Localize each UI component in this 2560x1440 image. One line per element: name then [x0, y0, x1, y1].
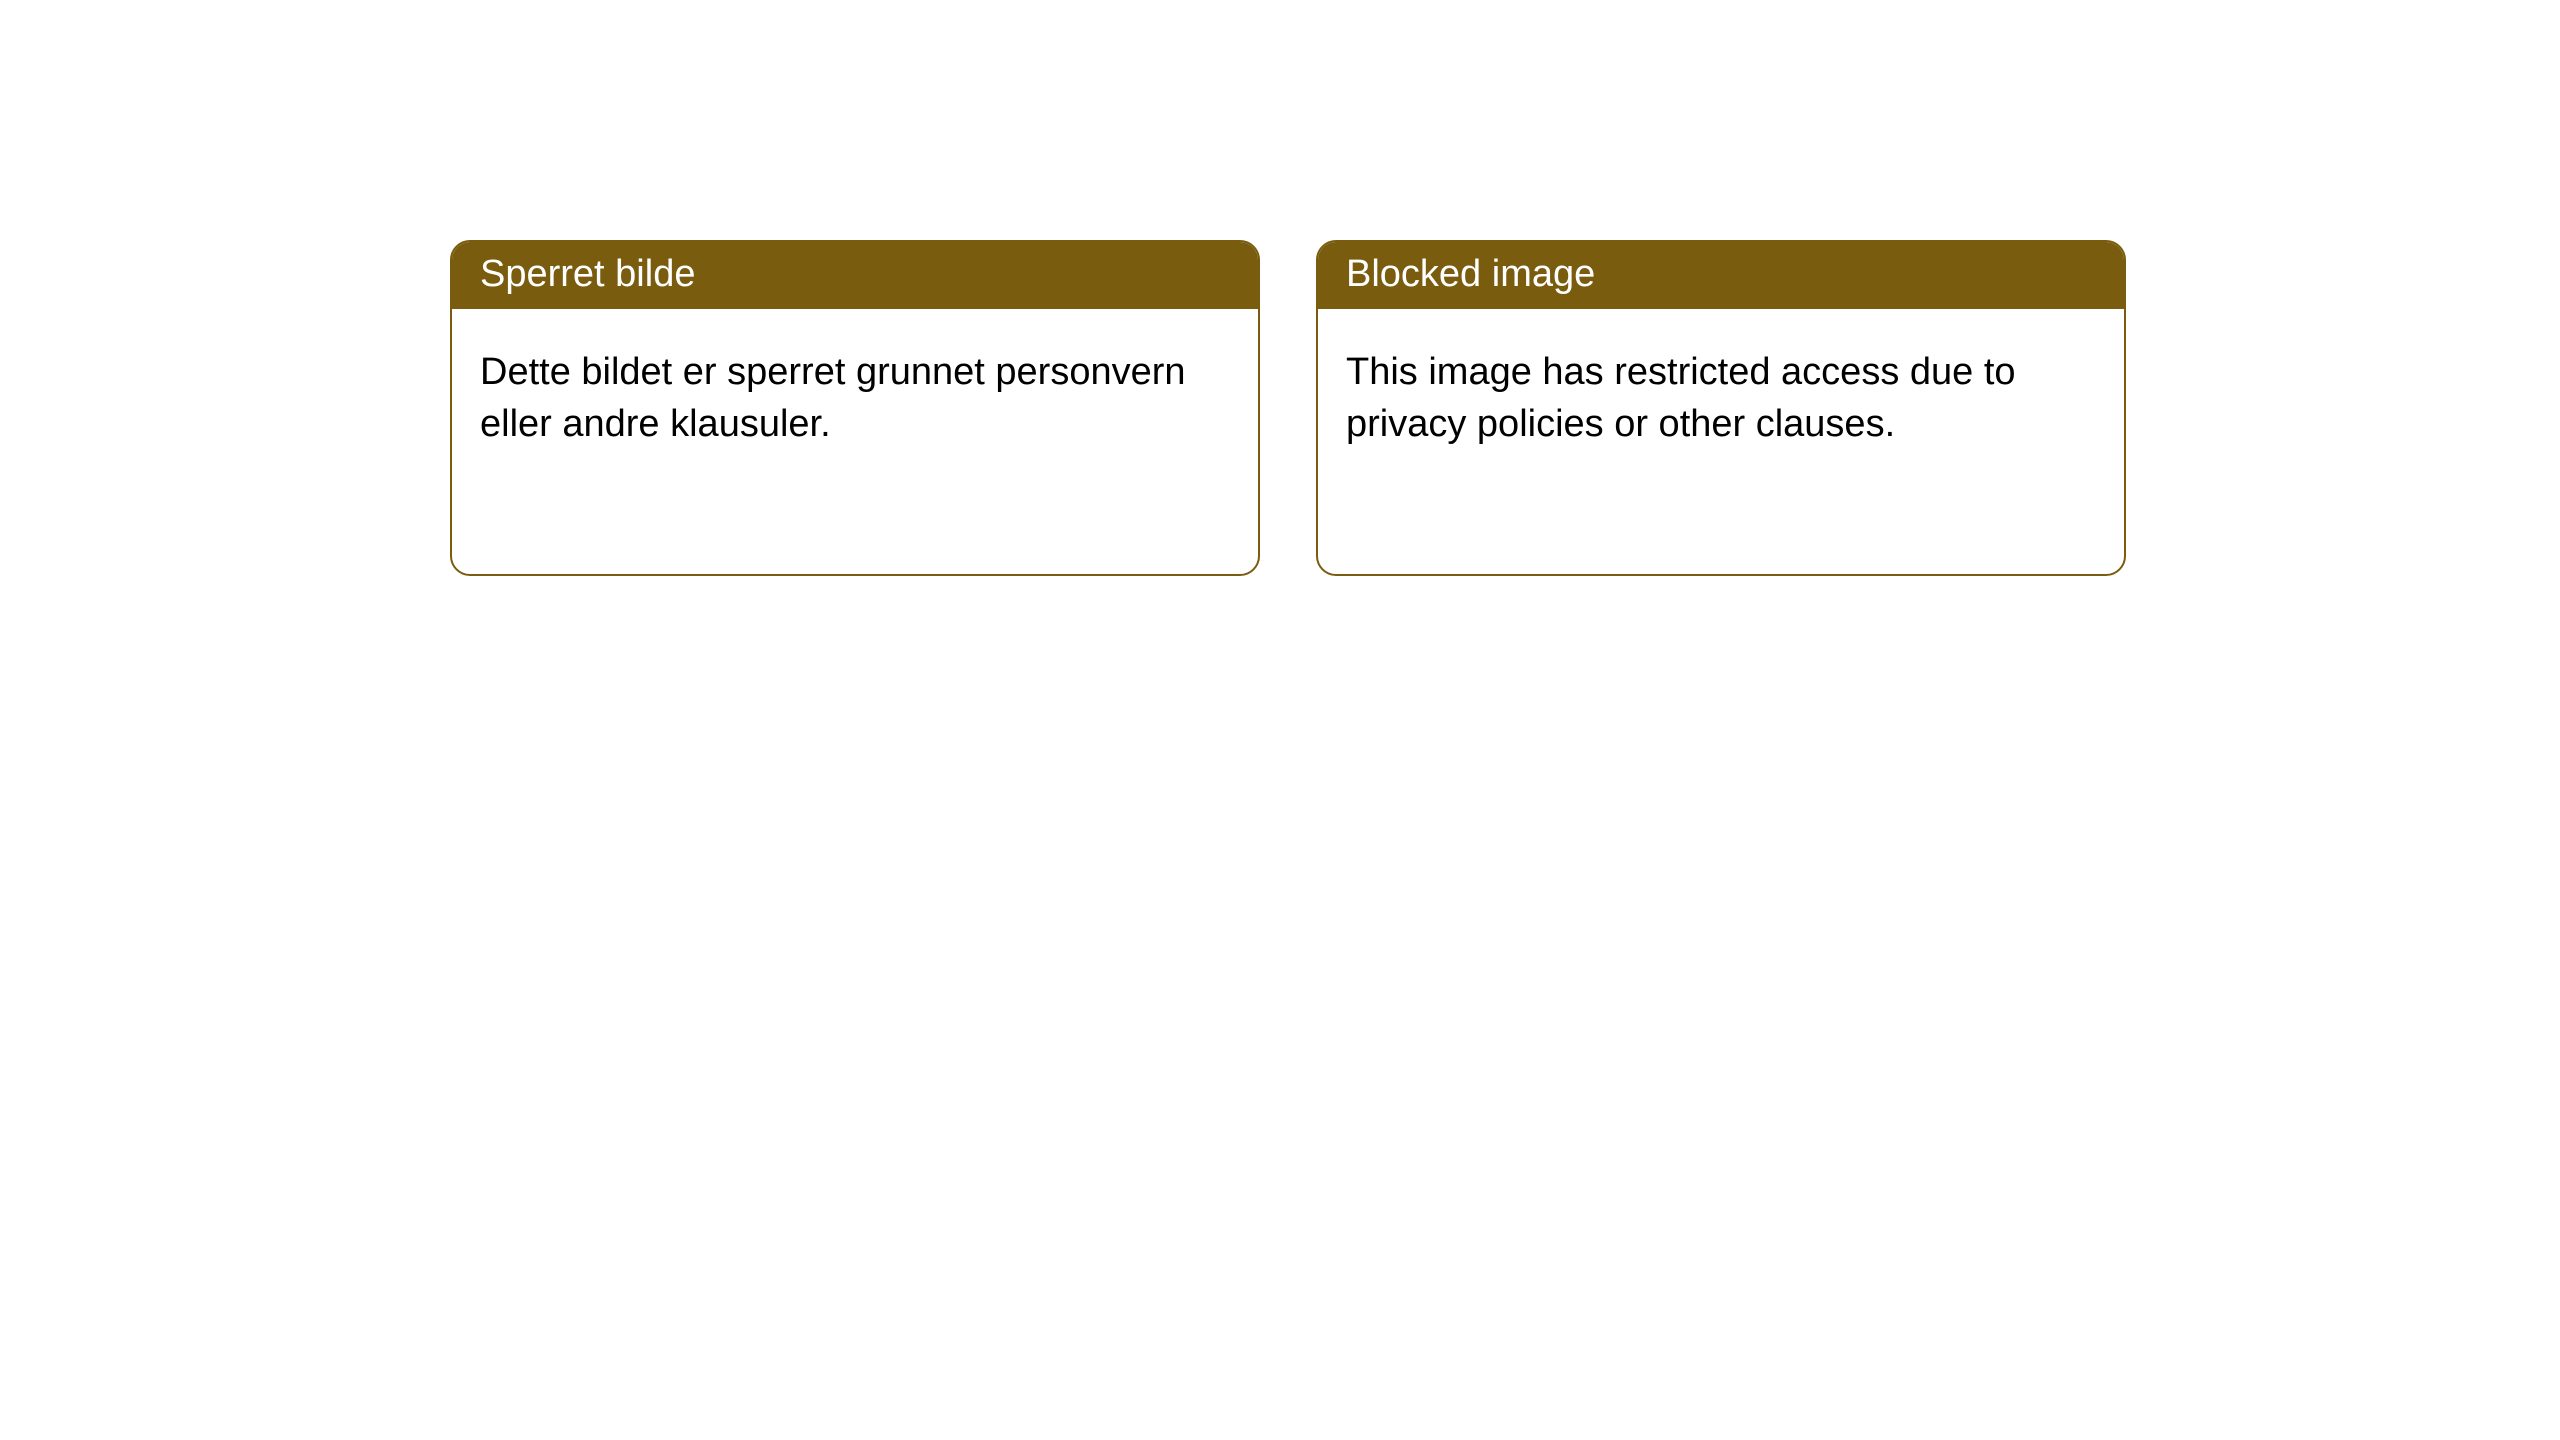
notice-body: This image has restricted access due to … — [1318, 309, 2124, 488]
notice-header: Sperret bilde — [452, 242, 1258, 309]
notice-header: Blocked image — [1318, 242, 2124, 309]
notice-box-english: Blocked image This image has restricted … — [1316, 240, 2126, 576]
notice-box-norwegian: Sperret bilde Dette bildet er sperret gr… — [450, 240, 1260, 576]
notice-body: Dette bildet er sperret grunnet personve… — [452, 309, 1258, 488]
notice-container: Sperret bilde Dette bildet er sperret gr… — [0, 0, 2560, 576]
